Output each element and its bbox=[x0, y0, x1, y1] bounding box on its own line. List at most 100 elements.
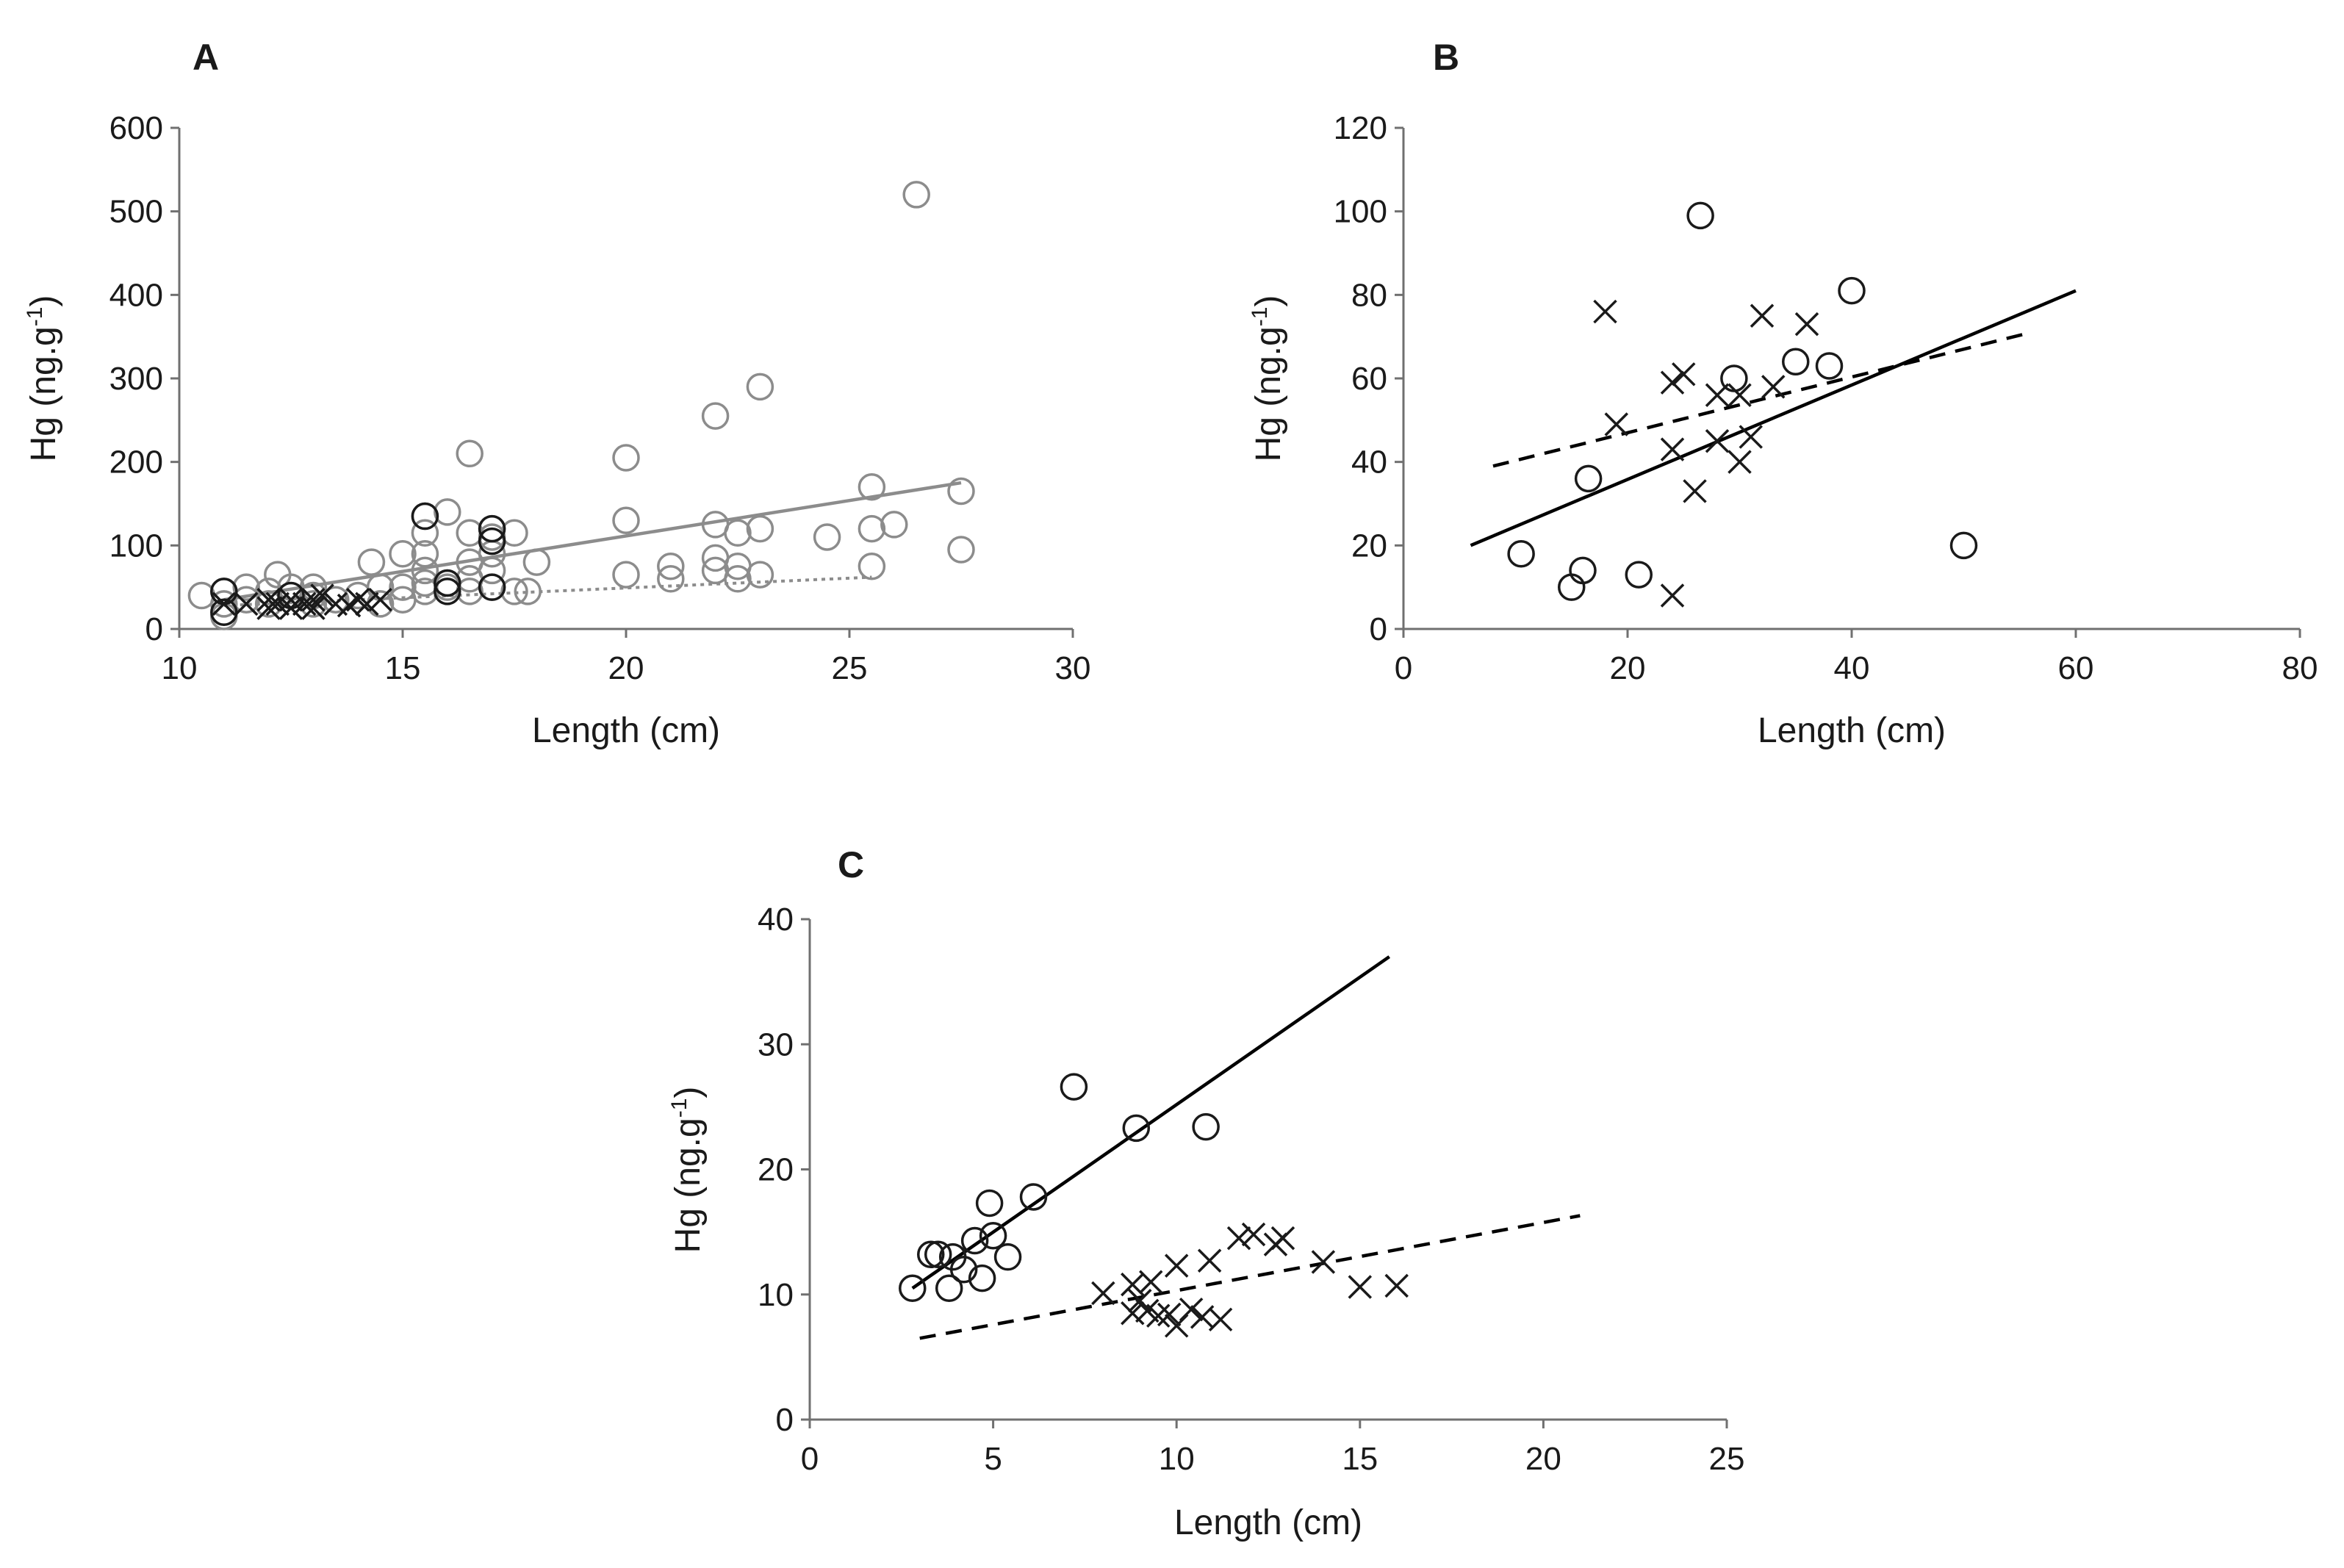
panel-c-x-tick-label: 5 bbox=[984, 1441, 1002, 1477]
panel-a-point-circle bbox=[456, 439, 483, 468]
panel-c-x-tick-label: 10 bbox=[1159, 1441, 1195, 1477]
panel-c-x-ticks: 0 5 10 15 20 25 bbox=[801, 1420, 1744, 1477]
panel-b-y-tick-label: 0 bbox=[1370, 611, 1387, 647]
panel-c-y-label: Hg (ng.g-1) bbox=[667, 1087, 708, 1254]
panel-b-x-tick-label: 40 bbox=[1834, 650, 1870, 686]
panel-a-point-circle bbox=[411, 502, 439, 531]
panel-c: C 0 10 20 30 40 0 5 10 15 20 25 Length (cm) Hg (n… bbox=[667, 844, 1744, 1542]
panel-c-point-cross bbox=[1241, 1222, 1266, 1247]
panel-a-point-circle bbox=[858, 514, 886, 543]
panel-c-label: C bbox=[838, 844, 864, 885]
panel-c-point-cross bbox=[1091, 1281, 1115, 1306]
panel-c-point-cross bbox=[1270, 1226, 1295, 1251]
panel-c-x-tick-label: 15 bbox=[1342, 1441, 1378, 1477]
panel-a-y-tick-label: 400 bbox=[109, 277, 163, 313]
panel-c-point-circle bbox=[899, 1274, 927, 1302]
panel-a-y-label-base: Hg (ng.g bbox=[24, 326, 63, 461]
panel-b-y-label: Hg (ng.g-1) bbox=[1248, 295, 1288, 462]
panel-a-point-circle bbox=[478, 573, 506, 601]
panel-a-point-circle bbox=[478, 514, 506, 543]
panel-a-point-cross bbox=[234, 591, 259, 616]
panel-a-point-circle bbox=[411, 556, 439, 585]
panel-c-point-circle bbox=[1192, 1112, 1220, 1141]
panel-c-trendlines bbox=[911, 955, 1581, 1340]
panel-c-y-ticks: 0 10 20 30 40 bbox=[758, 902, 810, 1438]
panel-a-point-circle bbox=[813, 523, 841, 551]
panel-a-point-circle bbox=[858, 553, 886, 580]
panel-a-y-ticks: 0 100 200 300 400 500 600 bbox=[109, 110, 179, 647]
panel-c-point-cross bbox=[1121, 1301, 1145, 1326]
panel-c-trendline-dashed bbox=[919, 1214, 1581, 1340]
panel-b-y-label-base: Hg (ng.g bbox=[1249, 326, 1288, 461]
panel-c-y-tick-label: 10 bbox=[758, 1277, 794, 1313]
panel-a-x-ticks: 10 15 20 25 30 bbox=[162, 629, 1091, 686]
panel-a-point-circle bbox=[746, 561, 774, 589]
panel-a-label: A bbox=[193, 37, 219, 78]
panel-b-point-cross bbox=[1683, 479, 1707, 503]
panel-a-point-circle bbox=[612, 444, 640, 472]
panel-a-point-circle bbox=[478, 556, 506, 585]
panel-b-y-tick-label: 40 bbox=[1351, 445, 1387, 481]
panel-a-x-tick-label: 30 bbox=[1055, 650, 1091, 686]
panel-b-trendline-solid bbox=[1470, 289, 2077, 547]
panel-b-x-ticks: 0 20 40 60 80 bbox=[1395, 629, 2318, 686]
panel-a-x-tick-label: 15 bbox=[385, 650, 421, 686]
panel-b-y-label-end: ) bbox=[1249, 295, 1288, 307]
panel-a-point-circle bbox=[357, 548, 386, 576]
panel-b-point-cross bbox=[1593, 299, 1617, 324]
panel-a-point-cross bbox=[278, 587, 303, 612]
panel-a-point-circle bbox=[411, 539, 439, 568]
panel-a-point-circle bbox=[366, 590, 395, 618]
panel-c-y-tick-label: 30 bbox=[758, 1026, 794, 1062]
panel-b-point-cross bbox=[1761, 375, 1786, 399]
panel-b-y-tick-label: 80 bbox=[1351, 277, 1387, 313]
panel-a-x-label: Length (cm) bbox=[532, 711, 720, 750]
panel-c-y-tick-label: 20 bbox=[758, 1152, 794, 1188]
panel-c-point-circle bbox=[935, 1274, 963, 1302]
panel-b-x-tick-label: 60 bbox=[2058, 650, 2094, 686]
panel-c-point-cross bbox=[1197, 1248, 1222, 1273]
panel-b-point-circle bbox=[1949, 531, 1978, 560]
panel-b-x-label: Length (cm) bbox=[1758, 711, 1946, 750]
panel-a-y-tick-label: 300 bbox=[109, 361, 163, 397]
panel-a-y-tick-label: 500 bbox=[109, 194, 163, 230]
panel-c-points bbox=[899, 1073, 1409, 1338]
panel-b-x-tick-label: 80 bbox=[2282, 650, 2318, 686]
panel-b-point-cross bbox=[1660, 370, 1685, 395]
panel-a-point-cross bbox=[301, 596, 326, 620]
panel-b-point-circle bbox=[1507, 539, 1535, 568]
panel-a-point-circle bbox=[858, 473, 886, 501]
panel-c-x-tick-label: 0 bbox=[801, 1441, 819, 1477]
panel-c-point-circle bbox=[1122, 1114, 1151, 1143]
panel-b-trendlines bbox=[1470, 289, 2077, 547]
panel-b-point-circle bbox=[1838, 276, 1866, 305]
panel-b-point-circle bbox=[1815, 352, 1844, 380]
panel-a-point-circle bbox=[522, 548, 551, 576]
panel-c-point-circle bbox=[1019, 1183, 1048, 1211]
panel-c-point-cross bbox=[1226, 1226, 1251, 1251]
panel-a-y-tick-label: 200 bbox=[109, 445, 163, 481]
panel-a: A 0 100 200 300 400 500 600 10 15 20 25 30 Length … bbox=[23, 37, 1090, 750]
panel-a-point-circle bbox=[746, 373, 774, 401]
panel-a-y-tick-label: 600 bbox=[109, 110, 163, 146]
panel-c-point-cross bbox=[1384, 1273, 1409, 1298]
panel-a-x-tick-label: 20 bbox=[608, 650, 644, 686]
panel-a-point-circle bbox=[947, 477, 975, 506]
panel-a-point-cross bbox=[310, 583, 334, 608]
panel-c-point-cross bbox=[1164, 1254, 1189, 1278]
panel-c-y-tick-label: 40 bbox=[758, 902, 794, 938]
panel-b-point-cross bbox=[1728, 450, 1752, 474]
panel-a-y-label-sup: -1 bbox=[23, 307, 47, 327]
panel-c-y-label-end: ) bbox=[669, 1087, 708, 1098]
panel-a-point-circle bbox=[434, 498, 461, 526]
panel-b-point-cross bbox=[1794, 312, 1819, 337]
panel-a-point-circle bbox=[657, 553, 685, 580]
panel-c-point-cross bbox=[1128, 1289, 1152, 1313]
panel-b-y-ticks: 0 20 40 60 80 100 120 bbox=[1334, 110, 1403, 647]
panel-b-point-cross bbox=[1660, 583, 1685, 608]
panel-c-point-circle bbox=[968, 1264, 996, 1292]
panel-b-trendline-dashed bbox=[1492, 331, 2032, 468]
panel-b-y-tick-label: 120 bbox=[1334, 110, 1387, 146]
